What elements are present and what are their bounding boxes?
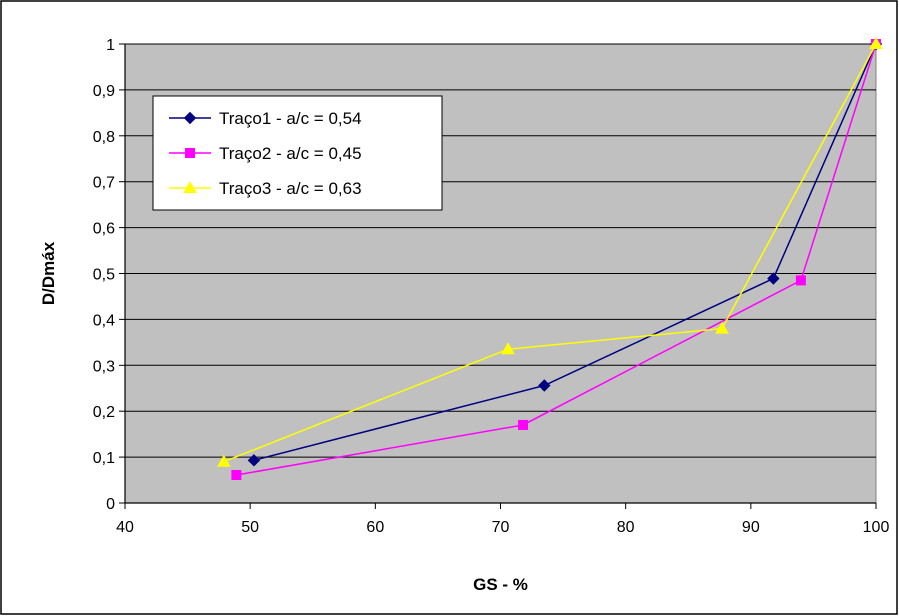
series-line	[253, 43, 877, 462]
y-tick-label: 0,7	[93, 175, 115, 192]
triangle-marker	[715, 321, 729, 334]
x-axis-title: GS - %	[473, 575, 528, 594]
y-tick-label: 0,4	[93, 312, 115, 329]
triangle-marker	[501, 342, 515, 355]
triangle-marker	[869, 36, 883, 49]
y-tick-label: 0,9	[93, 83, 115, 100]
y-tick-label: 0,5	[93, 267, 115, 284]
series-line	[223, 43, 877, 463]
triangle-marker	[183, 180, 197, 193]
x-tick-label: 60	[366, 519, 384, 536]
y-axis-title: D/Dmáx	[39, 241, 58, 305]
x-tick-label: 80	[617, 519, 635, 536]
x-tick-label: 50	[241, 519, 259, 536]
y-tick-label: 0,8	[93, 129, 115, 146]
x-tick-label: 40	[116, 519, 134, 536]
series-line	[236, 43, 877, 476]
series-layer	[217, 36, 883, 481]
y-tick-label: 0,3	[93, 358, 115, 375]
diamond-marker	[767, 272, 780, 285]
legend-label: Traço2 - a/c = 0,45	[219, 144, 362, 163]
x-tick-labels: 40 50 60 70 80 90 100	[116, 519, 889, 536]
y-tick-label: 0,1	[93, 450, 115, 467]
y-tick-label: 0,2	[93, 404, 115, 421]
y-tick-labels: 0 0,1 0,2 0,3 0,4 0,5 0,6 0,7 0,8 0,9 1	[93, 37, 115, 513]
square-marker	[518, 419, 529, 430]
legend-label: Traço1 - a/c = 0,54	[219, 109, 362, 128]
square-marker	[231, 470, 242, 481]
diamond-marker	[183, 111, 197, 125]
diamond-marker	[538, 379, 551, 392]
x-tick-label: 90	[742, 519, 760, 536]
series-3	[217, 36, 883, 467]
axis-lines	[124, 44, 876, 504]
square-marker	[795, 275, 806, 286]
legend-entry: Traço1 - a/c = 0,54	[169, 109, 362, 128]
legend-entry: Traço2 - a/c = 0,45	[169, 144, 362, 163]
legend-label: Traço3 - a/c = 0,63	[219, 179, 362, 198]
y-tick-label: 0,6	[93, 221, 115, 238]
legend-entry: Traço3 - a/c = 0,63	[169, 179, 362, 198]
square-marker	[185, 148, 195, 158]
y-tick-label: 0	[106, 496, 115, 513]
x-tick-label: 100	[863, 519, 890, 536]
x-tick-label: 70	[492, 519, 510, 536]
legend: Traço1 - a/c = 0,54 Traço2 - a/c = 0,45 Tr…	[152, 95, 443, 211]
diamond-marker	[247, 454, 261, 467]
triangle-marker	[217, 454, 231, 467]
y-tick-label: 1	[106, 37, 115, 54]
